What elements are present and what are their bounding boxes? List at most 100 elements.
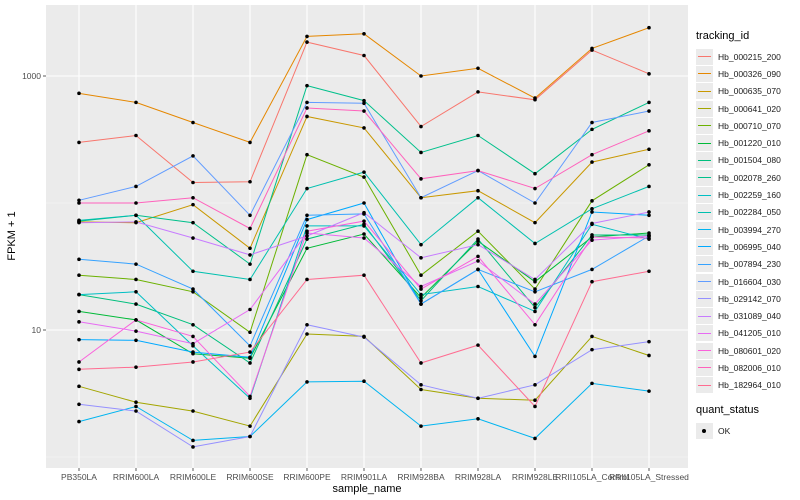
data-point — [305, 277, 309, 282]
data-point — [305, 34, 309, 39]
legend-item: Hb_041205_010 — [692, 325, 798, 342]
legend-label: Hb_000215_200 — [718, 51, 781, 62]
data-point — [533, 241, 537, 246]
data-point — [191, 269, 195, 274]
data-point — [647, 72, 651, 76]
y-axis: 10 1000 — [22, 71, 46, 335]
data-point — [191, 289, 195, 294]
legend-item: Hb_080601_020 — [692, 342, 798, 359]
legend-item: Hb_001220_010 — [692, 134, 798, 152]
data-point — [191, 409, 195, 413]
data-point — [362, 53, 366, 58]
data-point — [590, 279, 594, 284]
data-point — [248, 213, 252, 218]
data-point — [191, 120, 195, 125]
data-point — [191, 334, 195, 339]
data-point — [647, 100, 651, 105]
legend-label: Hb_000710_070 — [718, 120, 781, 131]
legend-item: Hb_000326_090 — [692, 65, 798, 82]
data-point — [134, 404, 138, 409]
data-point — [305, 332, 309, 336]
data-point — [134, 365, 138, 369]
legend-label: Hb_029142_070 — [718, 293, 781, 304]
data-point — [476, 90, 480, 94]
data-point — [419, 295, 423, 300]
legend-item: Hb_000641_020 — [692, 100, 798, 117]
data-point — [419, 124, 423, 129]
data-point — [248, 277, 252, 282]
data-point — [77, 220, 81, 225]
data-point — [191, 202, 195, 207]
data-point — [533, 220, 537, 225]
data-point — [248, 344, 252, 348]
data-point — [647, 269, 651, 274]
data-point — [191, 236, 195, 240]
legend-label: Hb_007894_230 — [718, 259, 781, 270]
legend-label: Hb_002284_050 — [718, 207, 781, 218]
data-point — [419, 177, 423, 181]
data-point — [305, 114, 309, 119]
data-point — [248, 179, 252, 184]
data-point — [533, 287, 537, 291]
legend-line-icon — [696, 152, 713, 169]
data-point — [419, 150, 423, 155]
data-point — [248, 140, 252, 145]
y-tick-label: 10 — [32, 325, 42, 335]
data-point — [191, 180, 195, 185]
data-point — [134, 409, 138, 413]
data-point — [77, 198, 81, 203]
data-point — [362, 98, 366, 103]
data-point — [533, 302, 537, 306]
legend-item: Hb_000710_070 — [692, 117, 798, 134]
data-point — [533, 289, 537, 294]
data-point — [476, 396, 480, 401]
data-point — [590, 46, 594, 51]
legend-item: Hb_006995_040 — [692, 238, 798, 255]
x-tick-label: RRIM600LA — [113, 472, 160, 482]
data-point — [590, 127, 594, 132]
data-point — [248, 355, 252, 360]
data-point — [191, 350, 195, 354]
point-icon — [696, 422, 713, 439]
data-point — [134, 338, 138, 343]
data-point — [647, 109, 651, 113]
data-point — [590, 267, 594, 272]
data-point — [476, 242, 480, 247]
x-tick-label: RRIM600SE — [226, 472, 274, 482]
data-point — [590, 238, 594, 242]
data-point — [77, 320, 81, 324]
data-point — [305, 224, 309, 228]
data-point — [77, 273, 81, 278]
data-point — [476, 133, 480, 138]
legend-line-icon — [696, 83, 713, 100]
legend-label: Hb_003994_270 — [718, 224, 781, 235]
data-point — [134, 277, 138, 282]
data-point — [590, 160, 594, 164]
data-point — [419, 74, 423, 78]
data-point — [590, 152, 594, 157]
data-point — [191, 195, 195, 200]
x-axis-title: sample_name — [332, 483, 401, 495]
data-point — [134, 289, 138, 294]
data-point — [77, 419, 81, 424]
data-point — [362, 219, 366, 223]
data-point — [77, 201, 81, 205]
data-point — [305, 322, 309, 327]
data-point — [77, 360, 81, 364]
legend-label: Hb_000635_070 — [718, 86, 781, 97]
legend-line-icon — [696, 325, 713, 342]
legend-label: Hb_002078_260 — [718, 172, 781, 183]
data-point — [77, 140, 81, 145]
legend-line-icon — [696, 117, 713, 134]
data-point — [248, 434, 252, 439]
data-point — [590, 235, 594, 239]
data-point — [77, 402, 81, 407]
legend-label: Hb_082006_010 — [718, 362, 781, 373]
data-point — [362, 232, 366, 236]
data-point — [248, 307, 252, 312]
data-point — [647, 147, 651, 152]
data-point — [476, 284, 480, 289]
data-point — [191, 154, 195, 158]
data-point — [77, 309, 81, 314]
x-axis: PB350LA RRIM600LA RRIM600LE RRIM600SE RRIM60… — [61, 468, 689, 482]
